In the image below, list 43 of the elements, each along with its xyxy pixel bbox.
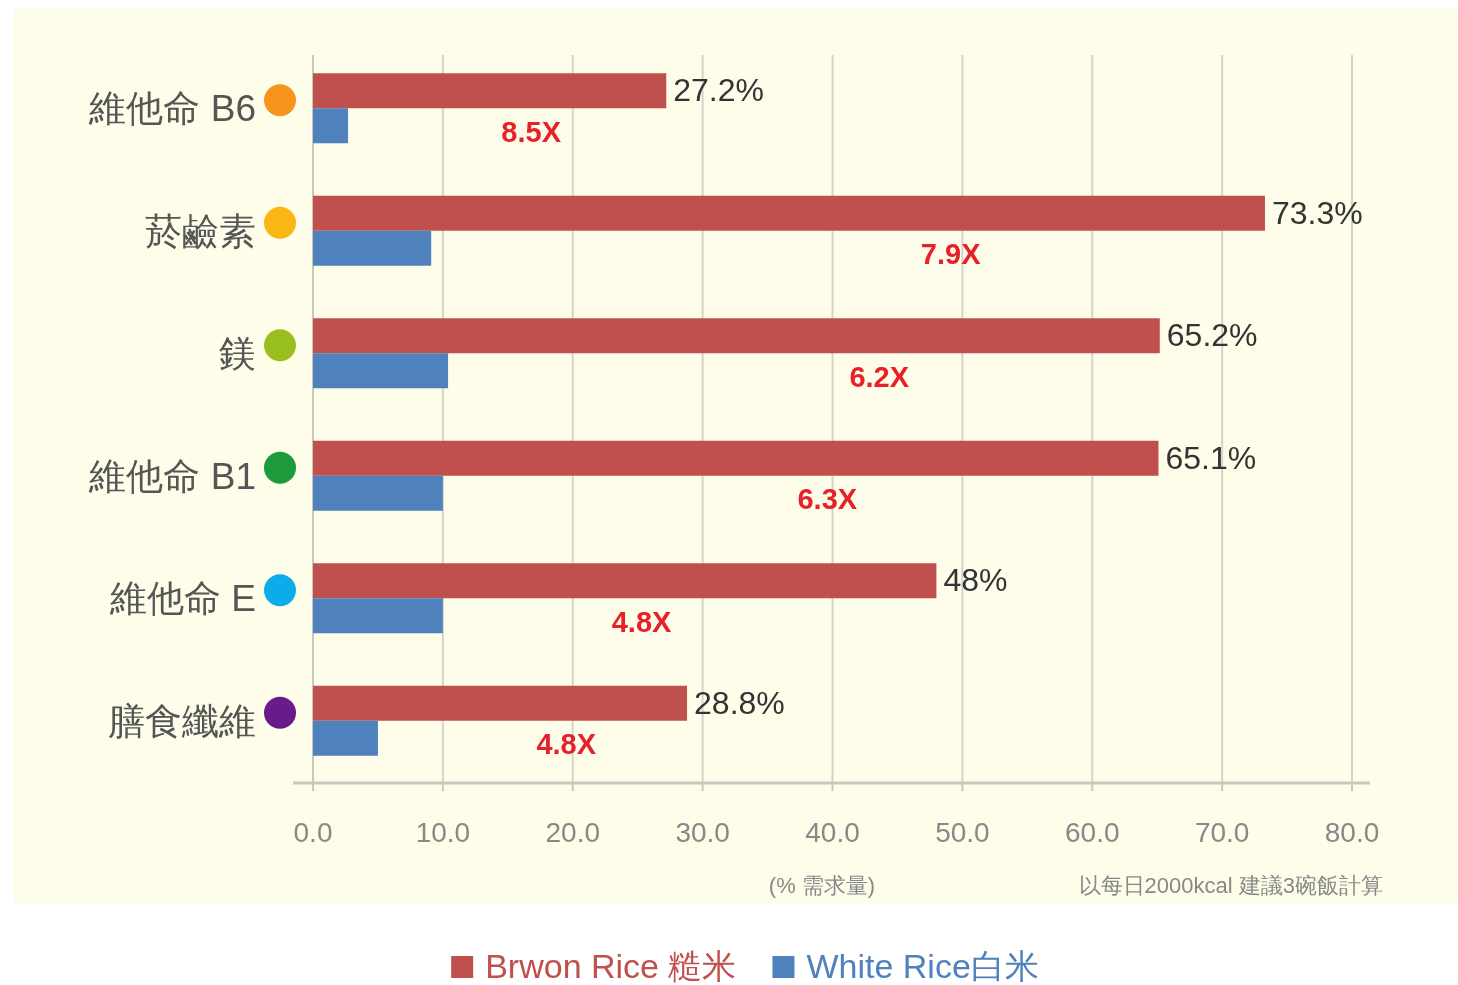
data-label: 48%: [943, 562, 1008, 599]
x-axis-title: (% 需求量): [768, 873, 876, 898]
annotation: 6.3X: [797, 483, 858, 516]
bar: [313, 230, 432, 266]
annotation: 4.8X: [611, 605, 673, 638]
x-tick-label: 70.0: [1194, 817, 1250, 848]
y-tick-label: 維他命 E: [109, 578, 256, 620]
y-tick-label: 菸鹼素: [145, 210, 256, 252]
x-tick-label: 20.0: [545, 817, 600, 848]
data-label: 27.2%: [673, 72, 764, 109]
data-label: 65.2%: [1166, 317, 1258, 354]
data-label: 65.1%: [1165, 439, 1257, 476]
bar: [313, 73, 667, 109]
y-tick-label: 鎂: [219, 333, 256, 375]
x-tick-label: 60.0: [1065, 817, 1120, 848]
x-tick-label: 0.0: [293, 817, 333, 848]
data-label: 73.3%: [1271, 194, 1363, 231]
annotation: 4.8X: [536, 728, 597, 761]
bar: [313, 685, 688, 721]
x-tick-label: 80.0: [1324, 817, 1380, 848]
annotation: 8.5X: [501, 115, 562, 148]
bar: [313, 195, 1265, 231]
x-tick-label: 40.0: [805, 817, 860, 848]
bar: [313, 440, 1159, 476]
bar: [313, 563, 937, 599]
bar: [313, 353, 449, 389]
x-tick-label: 10.0: [415, 817, 471, 848]
legend-label: White Rice白米: [806, 946, 1039, 985]
annotation: 6.2X: [849, 360, 910, 393]
bar: [313, 598, 443, 634]
annotation: 7.9X: [920, 238, 982, 271]
bar: [313, 475, 443, 511]
x-tick-label: 50.0: [935, 817, 990, 848]
y-tick-label: 維他命 B1: [88, 455, 256, 497]
legend-label: Brwon Rice 糙米: [485, 946, 737, 985]
y-tick-label: 膳食纖維: [108, 700, 256, 742]
bar: [313, 108, 349, 144]
bar: [313, 318, 1160, 354]
bar: [313, 720, 378, 756]
data-label: 28.8%: [694, 684, 785, 721]
x-tick-label: 30.0: [675, 817, 730, 848]
text: 以每日2000kcal 建議3碗飯計算: [1078, 873, 1383, 898]
y-tick-label: 維他命 B6: [88, 88, 256, 130]
